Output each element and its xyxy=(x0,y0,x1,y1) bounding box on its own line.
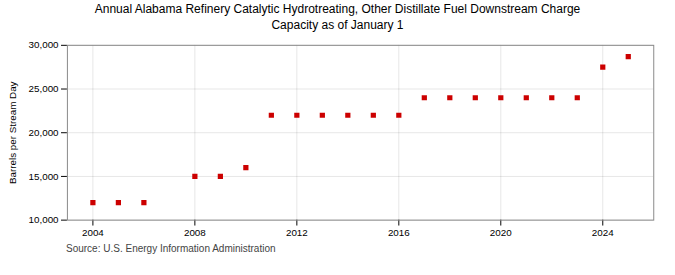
svg-text:2004: 2004 xyxy=(82,227,104,238)
svg-text:15,000: 15,000 xyxy=(29,171,60,182)
svg-text:25,000: 25,000 xyxy=(29,83,60,94)
svg-text:2020: 2020 xyxy=(490,227,512,238)
svg-text:2008: 2008 xyxy=(184,227,206,238)
html-text:Capacity as of January 1: Capacity as of January 1 xyxy=(271,18,404,32)
html-text:Annual Alabama Refinery Cataly: Annual Alabama Refinery Catalytic Hydrot… xyxy=(94,2,581,16)
svg-text:20,000: 20,000 xyxy=(29,127,60,138)
svg-text:Barrels per Stream Day: Barrels per Stream Day xyxy=(7,81,18,184)
svg-text:2016: 2016 xyxy=(388,227,410,238)
svg-text:10,000: 10,000 xyxy=(29,214,60,225)
svg-text:30,000: 30,000 xyxy=(29,39,60,50)
svg-text:2012: 2012 xyxy=(286,227,308,238)
svg-text:2024: 2024 xyxy=(592,227,614,238)
html-text:Source: U.S. Energy Informatio: Source: U.S. Energy Information Administ… xyxy=(66,243,276,255)
